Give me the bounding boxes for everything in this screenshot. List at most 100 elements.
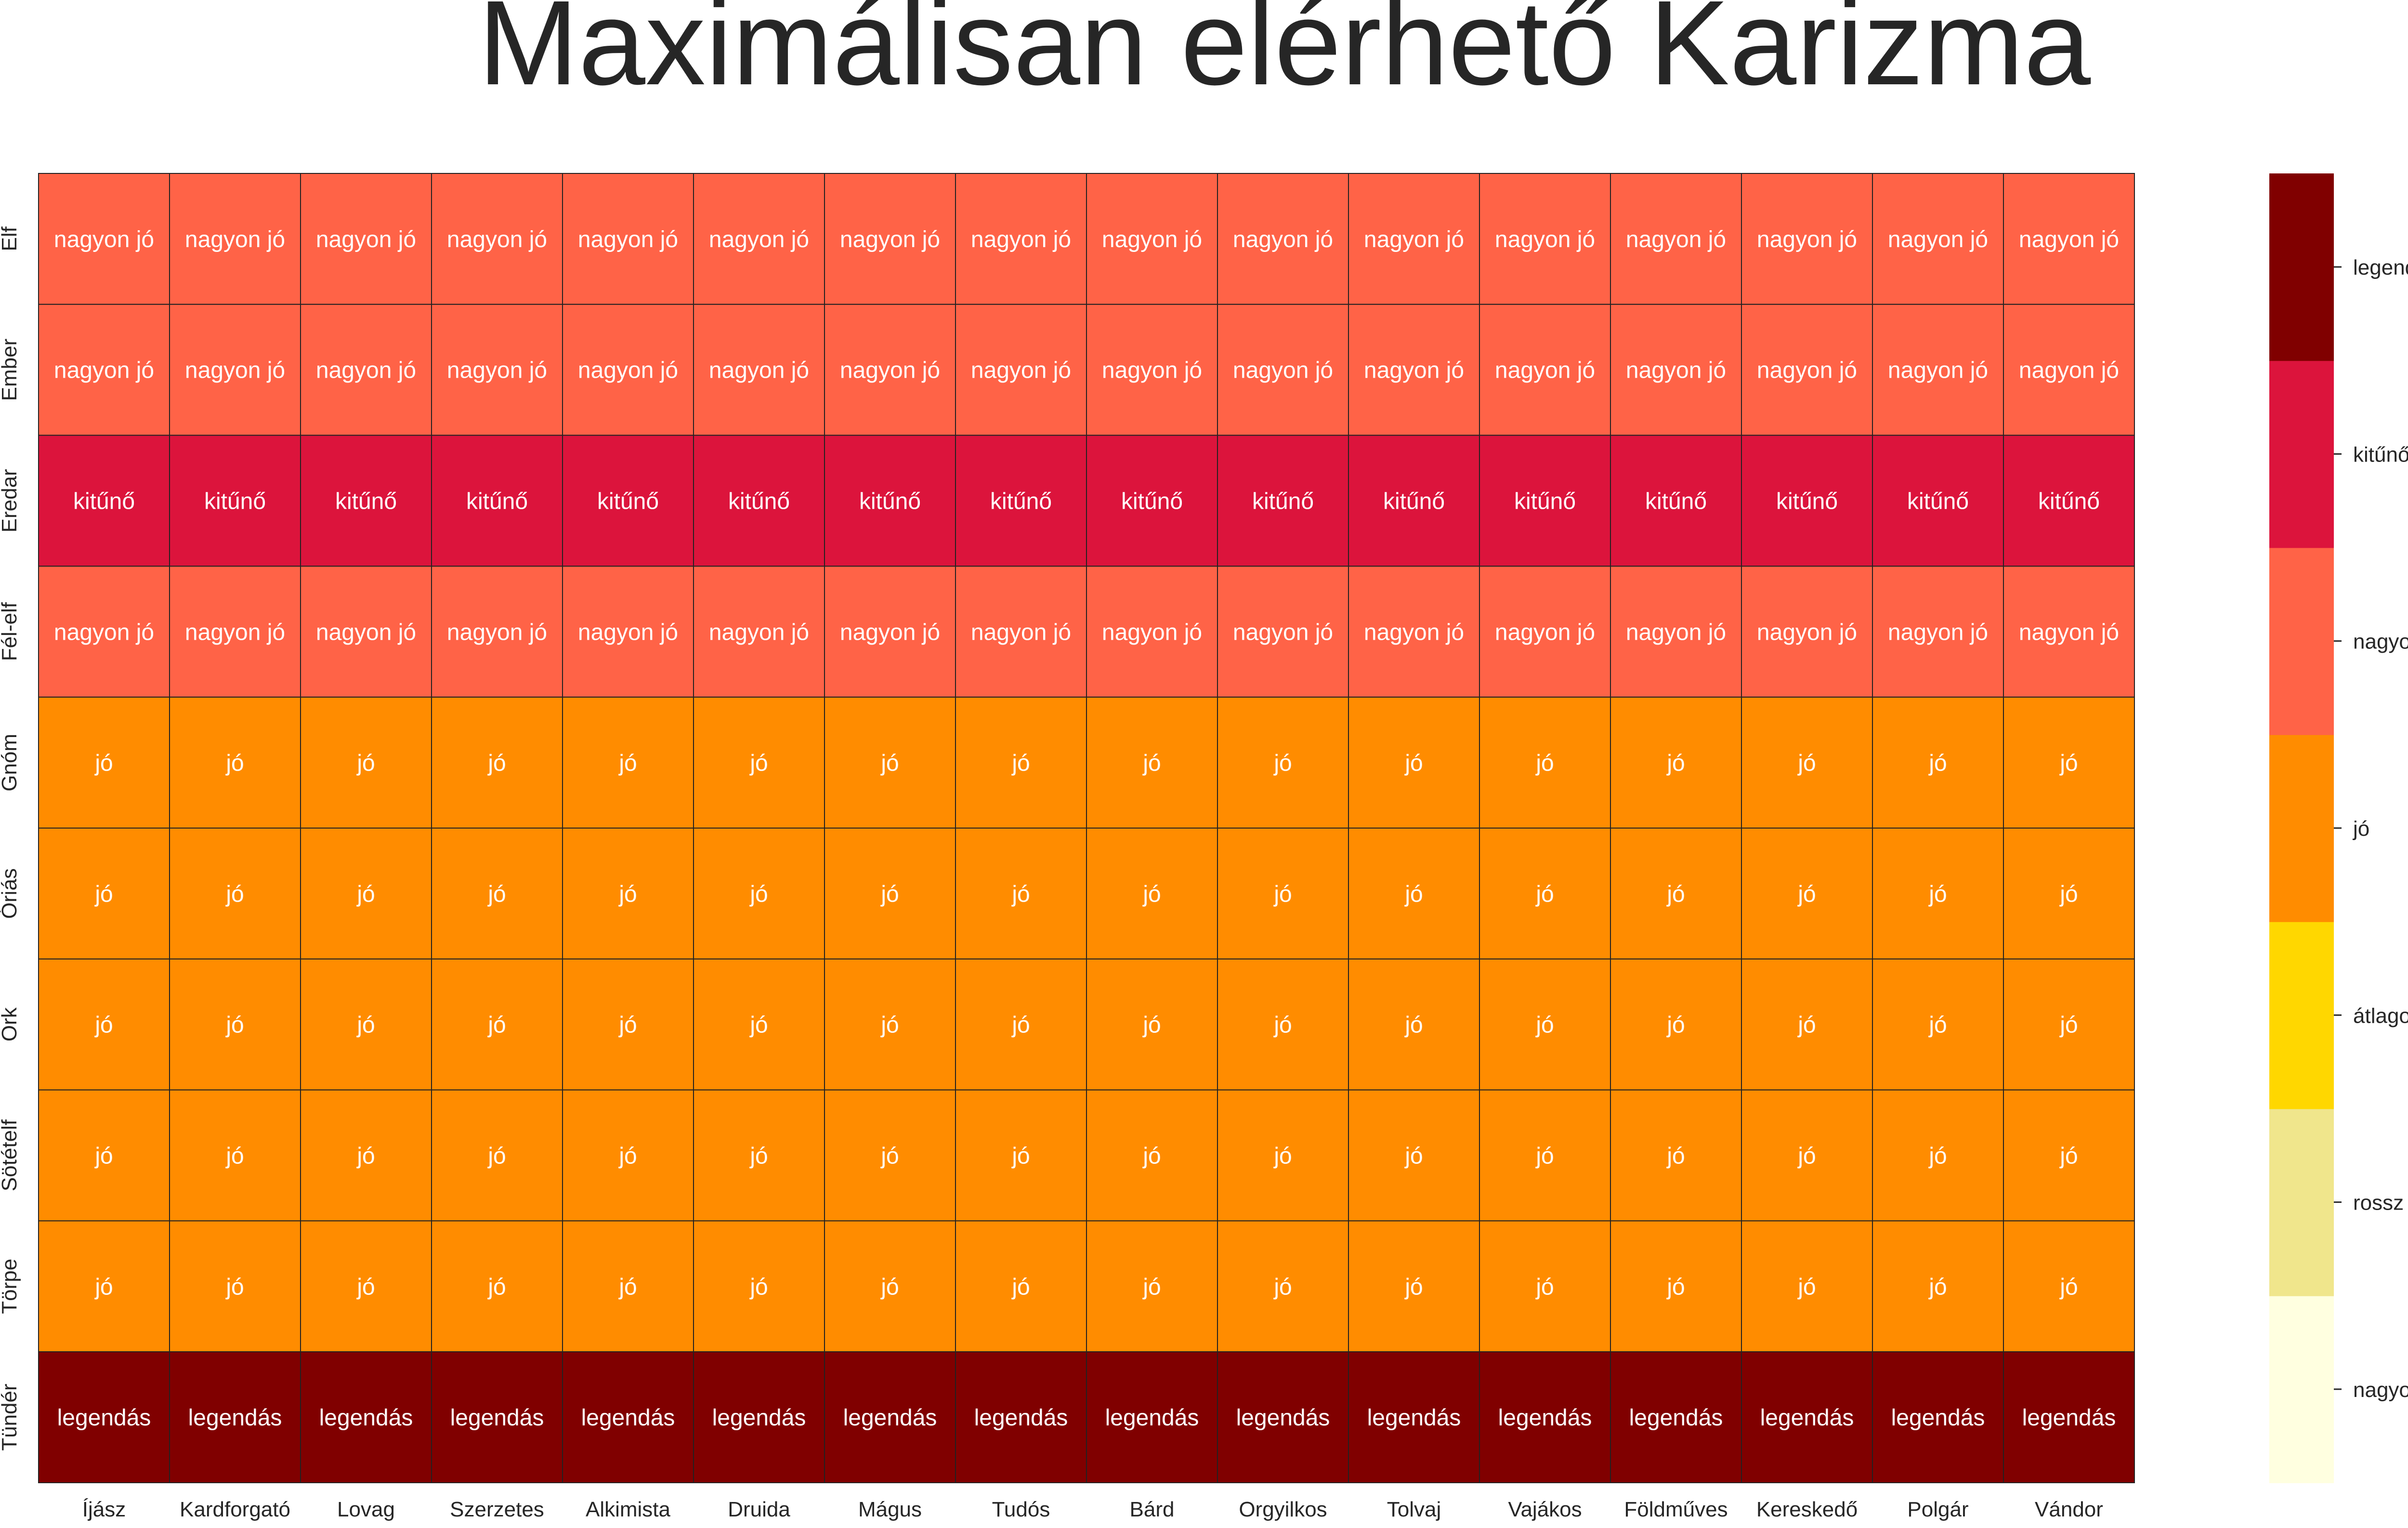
cell-label: nagyon jó [840,619,940,645]
cell-label: nagyon jó [1626,619,1726,645]
heatmap-cell [1086,303,1218,436]
heatmap-cell [562,1351,694,1483]
heatmap-cell [431,1351,563,1483]
cell-label: jó [1666,882,1685,907]
colorbar-label: legendás [2353,256,2408,279]
heatmap-cell [300,958,432,1091]
heatmap-cell [38,1089,170,1222]
cell-label: jó [1273,751,1292,776]
column-label: Vándor [2035,1498,2103,1521]
heatmap-cell [1086,1220,1218,1353]
column-label: Vajákos [1508,1498,1582,1521]
heatmap-cell [1741,828,1873,960]
cell-label: jó [225,751,244,776]
cell-label: kitűnő [1907,489,1969,514]
heatmap-cell [431,828,563,960]
heatmap-cell [1348,1089,1480,1222]
heatmap-cell [300,566,432,698]
colorbar-segment [2269,1108,2334,1296]
cell-label: jó [1011,1274,1030,1300]
heatmap-cell [169,435,301,567]
cell-label: legendás [1105,1405,1199,1431]
cell-label: jó [618,1013,637,1038]
heatmap-cell [693,1220,825,1353]
cell-label: jó [225,1274,244,1300]
column-label: Kereskedő [1756,1498,1858,1521]
cell-label: jó [1404,1274,1423,1300]
heatmap-cell [955,1351,1087,1483]
heatmap-cell [1479,1351,1611,1483]
cell-label: kitűnő [1514,489,1576,514]
heatmap-cell [1086,828,1218,960]
heatmap-cell [300,173,432,305]
cell-label: jó [225,1013,244,1038]
cell-label: jó [1273,1274,1292,1300]
heatmap-cell [824,1351,956,1483]
heatmap-cell [1348,303,1480,436]
cell-label: jó [1666,1144,1685,1169]
cell-label: kitűnő [335,489,397,514]
heatmap-cell [1479,173,1611,305]
heatmap-cell [2003,697,2135,829]
cell-label: nagyon jó [185,227,285,252]
heatmap-cell [1741,566,1873,698]
cell-label: jó [487,1013,506,1038]
cell-label: jó [94,882,113,907]
heatmap-cell [2003,566,2135,698]
cell-label: jó [880,1013,899,1038]
colorbar-segment [2269,1295,2334,1483]
column-label: Druida [728,1498,790,1521]
heatmap-cell [693,1351,825,1483]
chart-title: Maximálisan elérhető Karizma [478,0,2091,110]
cell-label: nagyon jó [971,619,1071,645]
cell-label: jó [487,1144,506,1169]
heatmap-cell [955,958,1087,1091]
heatmap-cell [562,173,694,305]
cell-label: nagyon jó [1102,227,1202,252]
cell-label: nagyon jó [1757,358,1857,383]
heatmap-cell [38,1220,170,1353]
cell-label: nagyon jó [316,227,416,252]
heatmap-cell [1610,1089,1742,1222]
heatmap-cell [1610,1220,1742,1353]
cell-label: nagyon jó [1888,619,1988,645]
colorbar-label: nagyon rossz [2353,1378,2408,1402]
heatmap-cell [955,828,1087,960]
heatmap-cell [562,828,694,960]
cell-label: kitűnő [1383,489,1445,514]
cell-label: nagyon jó [447,619,547,645]
heatmap-cell [38,566,170,698]
cell-label: jó [356,1013,375,1038]
heatmap-cell [824,435,956,567]
heatmap-cell [693,435,825,567]
heatmap-cell [1610,173,1742,305]
heatmap-cell [431,1220,563,1353]
heatmap-cell [1872,1351,2004,1483]
cell-label: jó [618,751,637,776]
cell-label: legendás [1760,1405,1854,1431]
cell-label: jó [1404,1013,1423,1038]
row-label: Sötételf [0,1119,21,1191]
cell-label: jó [880,751,899,776]
cell-label: nagyon jó [1757,619,1857,645]
cell-label: jó [1535,1013,1554,1038]
heatmap-cell [1872,435,2004,567]
cell-label: nagyon jó [578,358,678,383]
cell-label: kitűnő [466,489,528,514]
cell-label: nagyon jó [447,227,547,252]
cell-label: legendás [712,1405,806,1431]
heatmap-cell [1479,828,1611,960]
cell-label: legendás [1498,1405,1592,1431]
heatmap-cell [1217,173,1349,305]
row-label: Elf [0,226,21,251]
row-label: Ember [0,339,21,401]
heatmap-cell [38,828,170,960]
cell-label: jó [1928,1274,1947,1300]
cell-label: nagyon jó [54,227,154,252]
row-labels: Elf Ember Eredar Fél-elf Gnóm Óriás Ork Sötétel… [0,226,21,1450]
heatmap-cell [431,1089,563,1222]
cell-label: nagyon jó [840,358,940,383]
cell-label: nagyon jó [578,227,678,252]
cell-label: jó [487,882,506,907]
